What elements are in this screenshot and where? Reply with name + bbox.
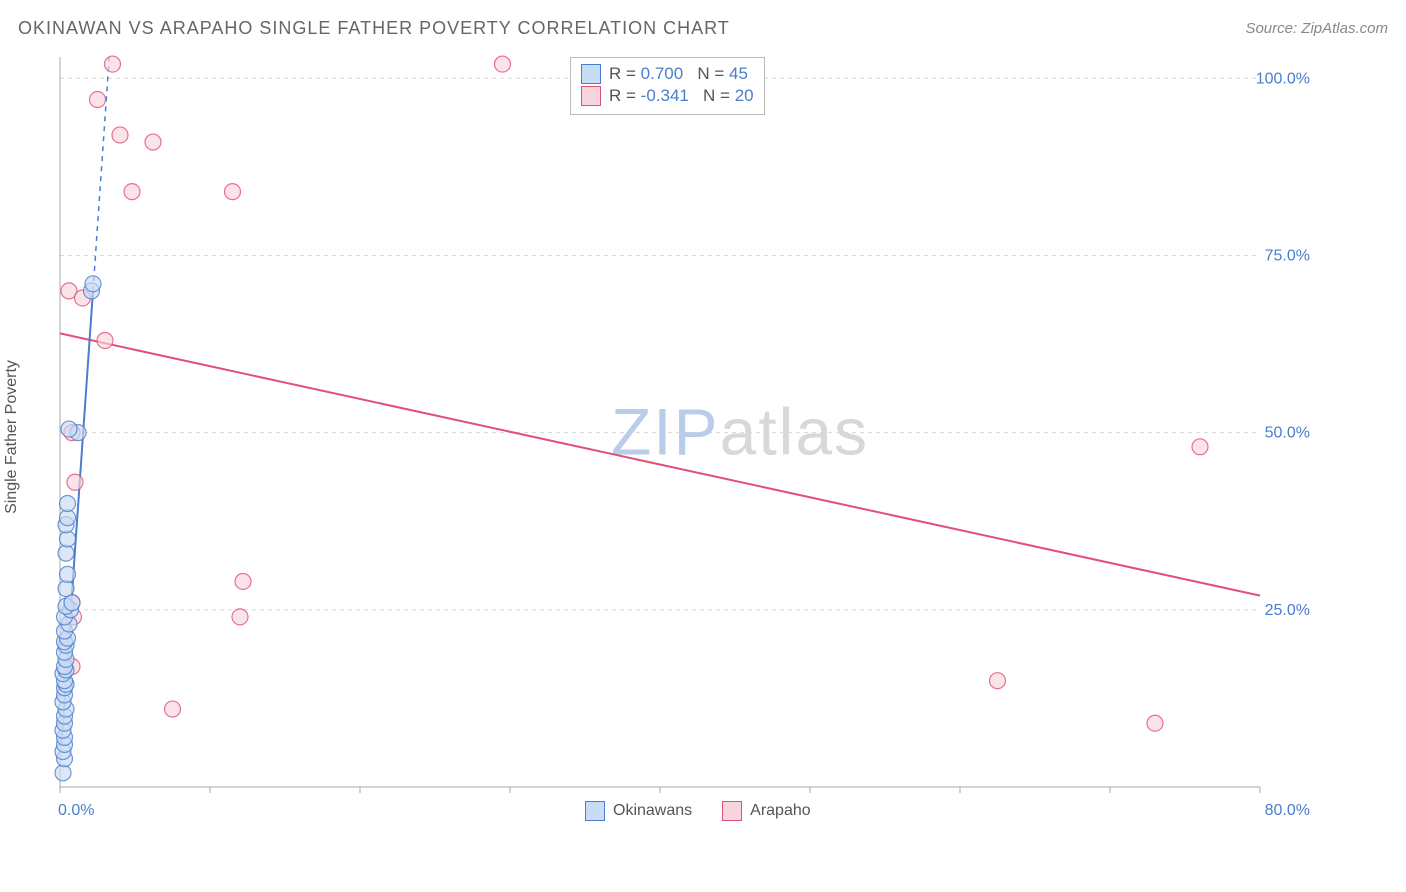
y-tick-label: 25.0%: [1265, 602, 1310, 619]
okinawans-point: [85, 276, 101, 292]
legend-swatch: [585, 801, 605, 821]
arapaho-point: [1192, 439, 1208, 455]
x-tick-label: 0.0%: [58, 802, 94, 819]
arapaho-point: [225, 184, 241, 200]
arapaho-point: [235, 573, 251, 589]
legend-swatch: [581, 86, 601, 106]
arapaho-point: [232, 609, 248, 625]
okinawans-point: [58, 545, 74, 561]
arapaho-point: [105, 56, 121, 72]
arapaho-point: [1147, 715, 1163, 731]
chart-title: OKINAWAN VS ARAPAHO SINGLE FATHER POVERT…: [18, 18, 730, 39]
arapaho-point: [145, 134, 161, 150]
stats-text: R = -0.341 N = 20: [609, 86, 754, 106]
arapaho-point: [112, 127, 128, 143]
legend-swatch: [581, 64, 601, 84]
arapaho-trendline: [60, 333, 1260, 595]
arapaho-point: [495, 56, 511, 72]
y-tick-label: 50.0%: [1265, 425, 1310, 442]
arapaho-point: [165, 701, 181, 717]
y-tick-label: 100.0%: [1256, 70, 1310, 87]
y-axis-label: Single Father Poverty: [3, 360, 21, 514]
series-legend-item: Arapaho: [722, 801, 811, 821]
arapaho-point: [124, 184, 140, 200]
stats-legend: R = 0.700 N = 45R = -0.341 N = 20: [570, 57, 765, 115]
stats-text: R = 0.700 N = 45: [609, 64, 748, 84]
watermark: ZIPatlas: [611, 395, 869, 469]
x-tick-label: 80.0%: [1265, 802, 1310, 819]
legend-label: Okinawans: [613, 802, 692, 820]
okinawans-point: [58, 581, 74, 597]
chart-area: Single Father Poverty 25.0%50.0%75.0%100…: [40, 47, 1340, 827]
y-tick-label: 75.0%: [1265, 247, 1310, 264]
arapaho-point: [67, 474, 83, 490]
arapaho-point: [90, 92, 106, 108]
scatter-chart: 25.0% 50.0% 75.0% 100.0% 0.0% 80.0% ZIPatlas: [40, 47, 1340, 827]
source-attribution: Source: ZipAtlas.com: [1245, 20, 1388, 37]
okinawans-point: [60, 566, 76, 582]
legend-swatch: [722, 801, 742, 821]
okinawans-point: [55, 765, 71, 781]
arapaho-point: [990, 673, 1006, 689]
series-legend-item: Okinawans: [585, 801, 692, 821]
okinawans-point: [60, 531, 76, 547]
okinawans-point: [60, 496, 76, 512]
stats-legend-row: R = -0.341 N = 20: [581, 86, 754, 106]
series-legend: Okinawans Arapaho: [585, 801, 811, 821]
stats-legend-row: R = 0.700 N = 45: [581, 64, 754, 84]
okinawans-point: [61, 421, 77, 437]
arapaho-point: [97, 332, 113, 348]
legend-label: Arapaho: [750, 802, 811, 820]
